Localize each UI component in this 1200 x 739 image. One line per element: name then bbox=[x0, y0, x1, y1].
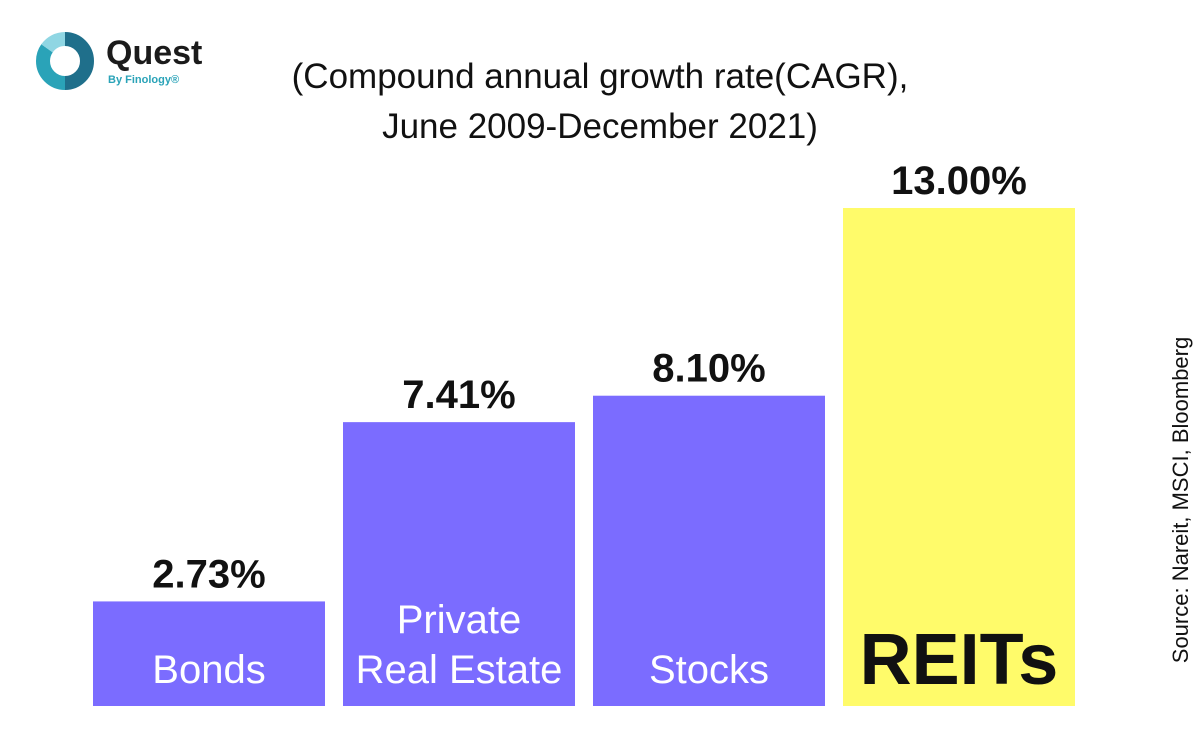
category-label-2-0: Stocks bbox=[649, 648, 769, 692]
value-label-0: 2.73% bbox=[152, 552, 265, 596]
source-note: Source: Nareit, MSCI, Bloomberg bbox=[1168, 336, 1193, 664]
category-label-1-1: Real Estate bbox=[356, 648, 563, 692]
category-label-3-0: REITs bbox=[860, 620, 1059, 700]
bar-0 bbox=[93, 601, 325, 706]
bar-2 bbox=[593, 395, 825, 706]
quest-logo-icon bbox=[36, 32, 94, 90]
brand-name: Quest bbox=[106, 34, 203, 72]
brand-tagline: By Finology® bbox=[108, 74, 180, 86]
bar-1 bbox=[343, 422, 575, 706]
category-label-1-0: Private bbox=[397, 598, 522, 642]
chart-title-line-2: June 2009-December 2021) bbox=[382, 107, 818, 146]
logo-ring-mid bbox=[36, 32, 94, 90]
bar-3 bbox=[843, 208, 1075, 706]
chart-title: (Compound annual growth rate(CAGR), June… bbox=[200, 52, 1000, 152]
category-label-0-0: Bonds bbox=[152, 648, 265, 692]
chart-title-line-1: (Compound annual growth rate(CAGR), bbox=[291, 57, 909, 96]
value-label-2: 8.10% bbox=[652, 347, 765, 391]
logo-ring-light bbox=[36, 32, 94, 90]
value-label-3: 13.00% bbox=[891, 159, 1027, 203]
brand-logo: Quest By Finology® bbox=[34, 30, 234, 96]
value-label-1: 7.41% bbox=[402, 373, 515, 417]
